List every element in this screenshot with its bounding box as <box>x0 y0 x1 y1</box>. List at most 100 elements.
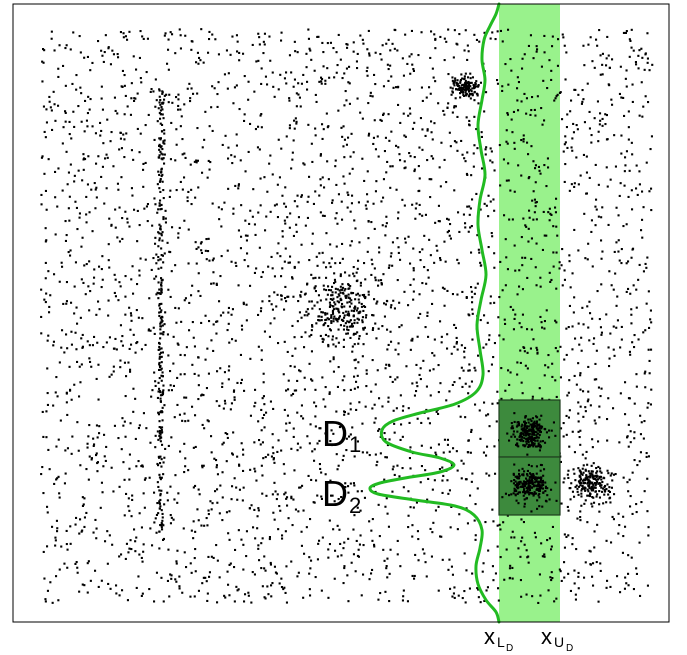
scatter-point <box>167 288 170 291</box>
scatter-point <box>78 35 81 38</box>
scatter-point <box>390 304 393 307</box>
scatter-point <box>348 65 351 68</box>
scatter-point <box>563 269 566 272</box>
scatter-point <box>330 294 333 297</box>
scatter-point <box>159 498 162 501</box>
scatter-point <box>156 481 159 484</box>
scatter-point <box>58 44 61 47</box>
scatter-point <box>487 246 490 249</box>
scatter-point <box>571 543 574 546</box>
scatter-point <box>635 511 638 514</box>
scatter-point <box>129 368 132 371</box>
scatter-point <box>76 322 79 325</box>
scatter-point <box>447 492 450 495</box>
scatter-point <box>563 143 566 146</box>
scatter-point <box>437 443 440 446</box>
scatter-point <box>531 436 534 439</box>
scatter-point <box>289 365 292 368</box>
scatter-point <box>160 232 163 235</box>
scatter-point <box>532 493 535 496</box>
scatter-point <box>365 70 368 73</box>
scatter-point <box>120 147 123 150</box>
scatter-point <box>284 491 287 494</box>
scatter-point <box>501 289 504 292</box>
scatter-point <box>544 441 547 444</box>
scatter-point <box>344 322 347 325</box>
scatter-point <box>90 458 93 461</box>
scatter-point <box>64 239 67 242</box>
scatter-point <box>141 35 144 38</box>
scatter-point <box>487 194 490 197</box>
scatter-point <box>130 319 133 322</box>
scatter-point <box>311 160 314 163</box>
scatter-point <box>160 106 163 109</box>
scatter-point <box>158 304 161 307</box>
scatter-point <box>116 236 119 239</box>
scatter-point <box>445 40 448 43</box>
scatter-point <box>578 485 581 488</box>
scatter-point <box>470 286 473 289</box>
scatter-point <box>376 369 379 372</box>
scatter-point <box>142 492 145 495</box>
scatter-point <box>548 429 551 432</box>
scatter-point <box>467 50 470 53</box>
scatter-point <box>170 121 173 124</box>
scatter-point <box>336 296 339 299</box>
scatter-point <box>517 445 520 448</box>
scatter-point <box>527 153 530 156</box>
scatter-point <box>275 498 278 501</box>
scatter-point <box>550 278 553 281</box>
scatter-point <box>310 142 313 145</box>
scatter-point <box>173 416 176 419</box>
scatter-point <box>537 445 540 448</box>
scatter-point <box>142 543 145 546</box>
scatter-point <box>211 85 214 88</box>
scatter-point <box>224 134 227 137</box>
scatter-point <box>530 428 533 431</box>
scatter-point <box>450 505 453 508</box>
scatter-point <box>460 84 463 87</box>
scatter-point <box>82 153 85 156</box>
scatter-point <box>215 464 218 467</box>
scatter-point <box>325 266 328 269</box>
scatter-point <box>257 32 260 35</box>
scatter-point <box>505 179 508 182</box>
scatter-point <box>592 484 595 487</box>
scatter-point <box>408 421 411 424</box>
scatter-point <box>300 316 303 319</box>
scatter-point <box>354 358 357 361</box>
scatter-point <box>648 359 651 362</box>
scatter-point <box>597 215 600 218</box>
scatter-point <box>313 401 316 404</box>
scatter-point <box>159 351 162 354</box>
scatter-point <box>91 125 94 128</box>
scatter-point <box>41 410 44 413</box>
scatter-point <box>547 211 550 214</box>
scatter-point <box>550 78 553 81</box>
scatter-point <box>573 185 576 188</box>
scatter-point <box>561 248 564 251</box>
scatter-point <box>120 553 123 556</box>
scatter-point <box>156 462 159 465</box>
scatter-point <box>120 448 123 451</box>
scatter-point <box>134 540 137 543</box>
scatter-point <box>91 61 94 64</box>
scatter-point <box>571 272 574 275</box>
scatter-point <box>620 262 623 265</box>
scatter-point <box>109 587 112 590</box>
scatter-point <box>158 88 161 91</box>
scatter-point <box>140 465 143 468</box>
scatter-point <box>464 346 467 349</box>
scatter-point <box>159 524 162 527</box>
scatter-point <box>516 99 519 102</box>
scatter-point <box>346 325 349 328</box>
scatter-point <box>386 557 389 560</box>
scatter-point <box>466 44 469 47</box>
scatter-point <box>279 509 282 512</box>
scatter-point <box>649 318 652 321</box>
scatter-point <box>475 92 478 95</box>
scatter-point <box>291 354 294 357</box>
scatter-point <box>57 75 60 78</box>
scatter-point <box>437 102 440 105</box>
scatter-point <box>421 282 424 285</box>
